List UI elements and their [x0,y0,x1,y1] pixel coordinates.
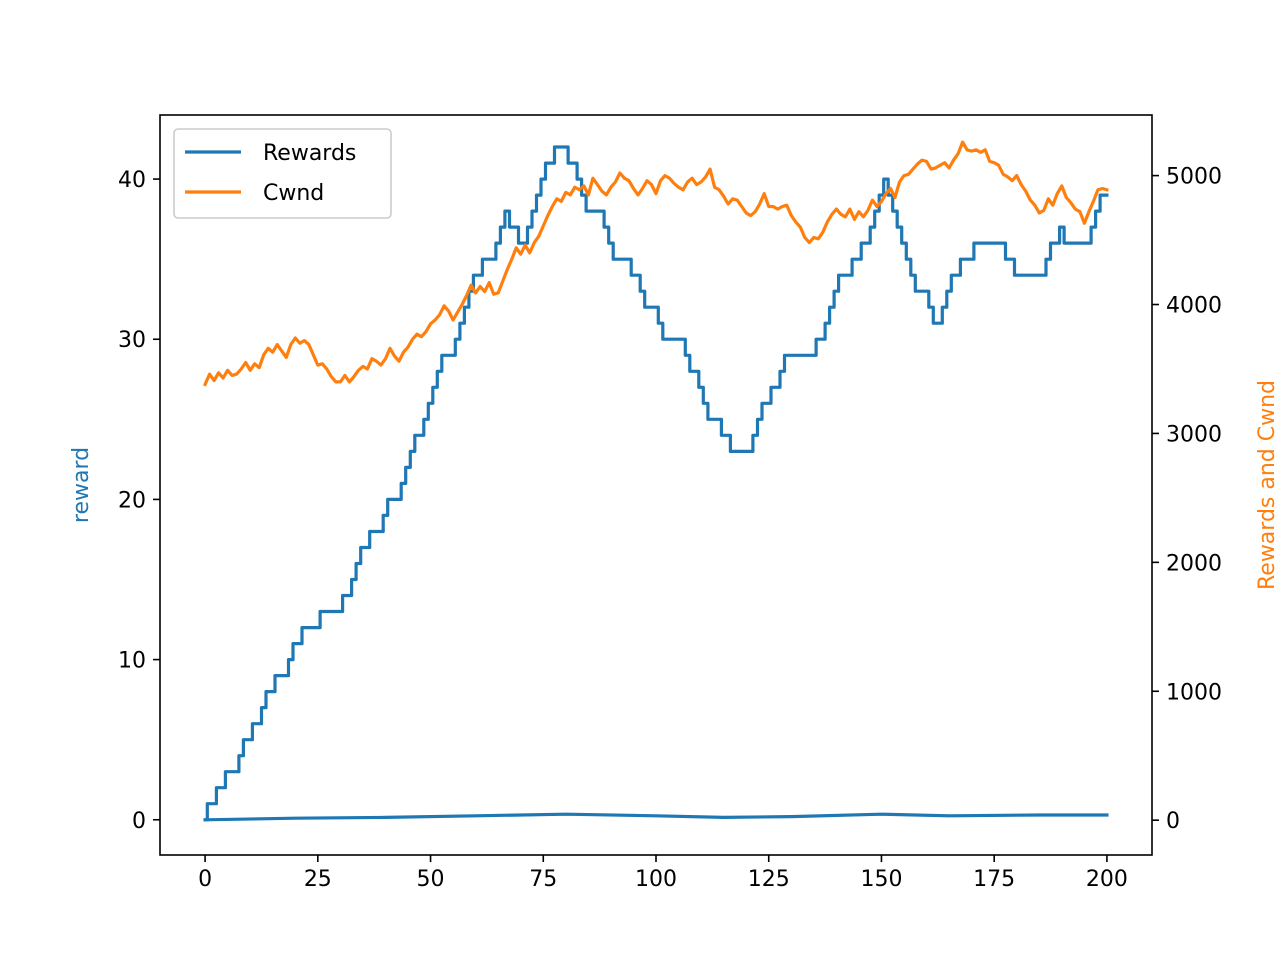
series-line-rewards-0 [203,145,1109,822]
x-tick-label: 125 [748,867,790,892]
series-line-cwnd-2 [202,140,1109,387]
right-y-tick-label: 3000 [1166,422,1222,447]
right-y-tick-label: 4000 [1166,294,1222,319]
legend-label-cwnd: Cwnd [263,181,324,206]
right-y-tick-label: 5000 [1166,165,1222,190]
right-y-tick-label: 1000 [1166,680,1222,705]
left-y-axis: 0 10 20 30 40 [118,168,160,834]
left-y-tick-label: 20 [118,488,146,513]
left-y-tick-label: 30 [118,328,146,353]
x-tick-label: 50 [417,867,445,892]
x-tick-label: 75 [529,867,557,892]
right-y-tick-label: 2000 [1166,551,1222,576]
x-axis: 0 25 50 75 100 125 150 175 200 [198,855,1128,892]
x-tick-label: 25 [304,867,332,892]
x-tick-label: 200 [1086,867,1128,892]
legend: Rewards Cwnd [173,128,392,219]
left-y-tick-label: 40 [118,168,146,193]
x-tick-label: 100 [635,867,677,892]
right-y-axis: 0 1000 2000 3000 4000 5000 [1152,165,1222,834]
left-y-axis-label: reward [69,447,94,523]
x-tick-label: 0 [198,867,212,892]
right-y-tick-label: 0 [1166,809,1180,834]
series-layer [202,140,1109,822]
left-y-tick-label: 10 [118,649,146,674]
x-tick-label: 150 [860,867,902,892]
series-line-rewards-1 [203,812,1109,822]
right-y-axis-label: Rewards and Cwnd [1255,380,1280,590]
left-y-tick-label: 0 [132,809,146,834]
legend-label-rewards: Rewards [263,141,356,166]
x-tick-label: 175 [973,867,1015,892]
